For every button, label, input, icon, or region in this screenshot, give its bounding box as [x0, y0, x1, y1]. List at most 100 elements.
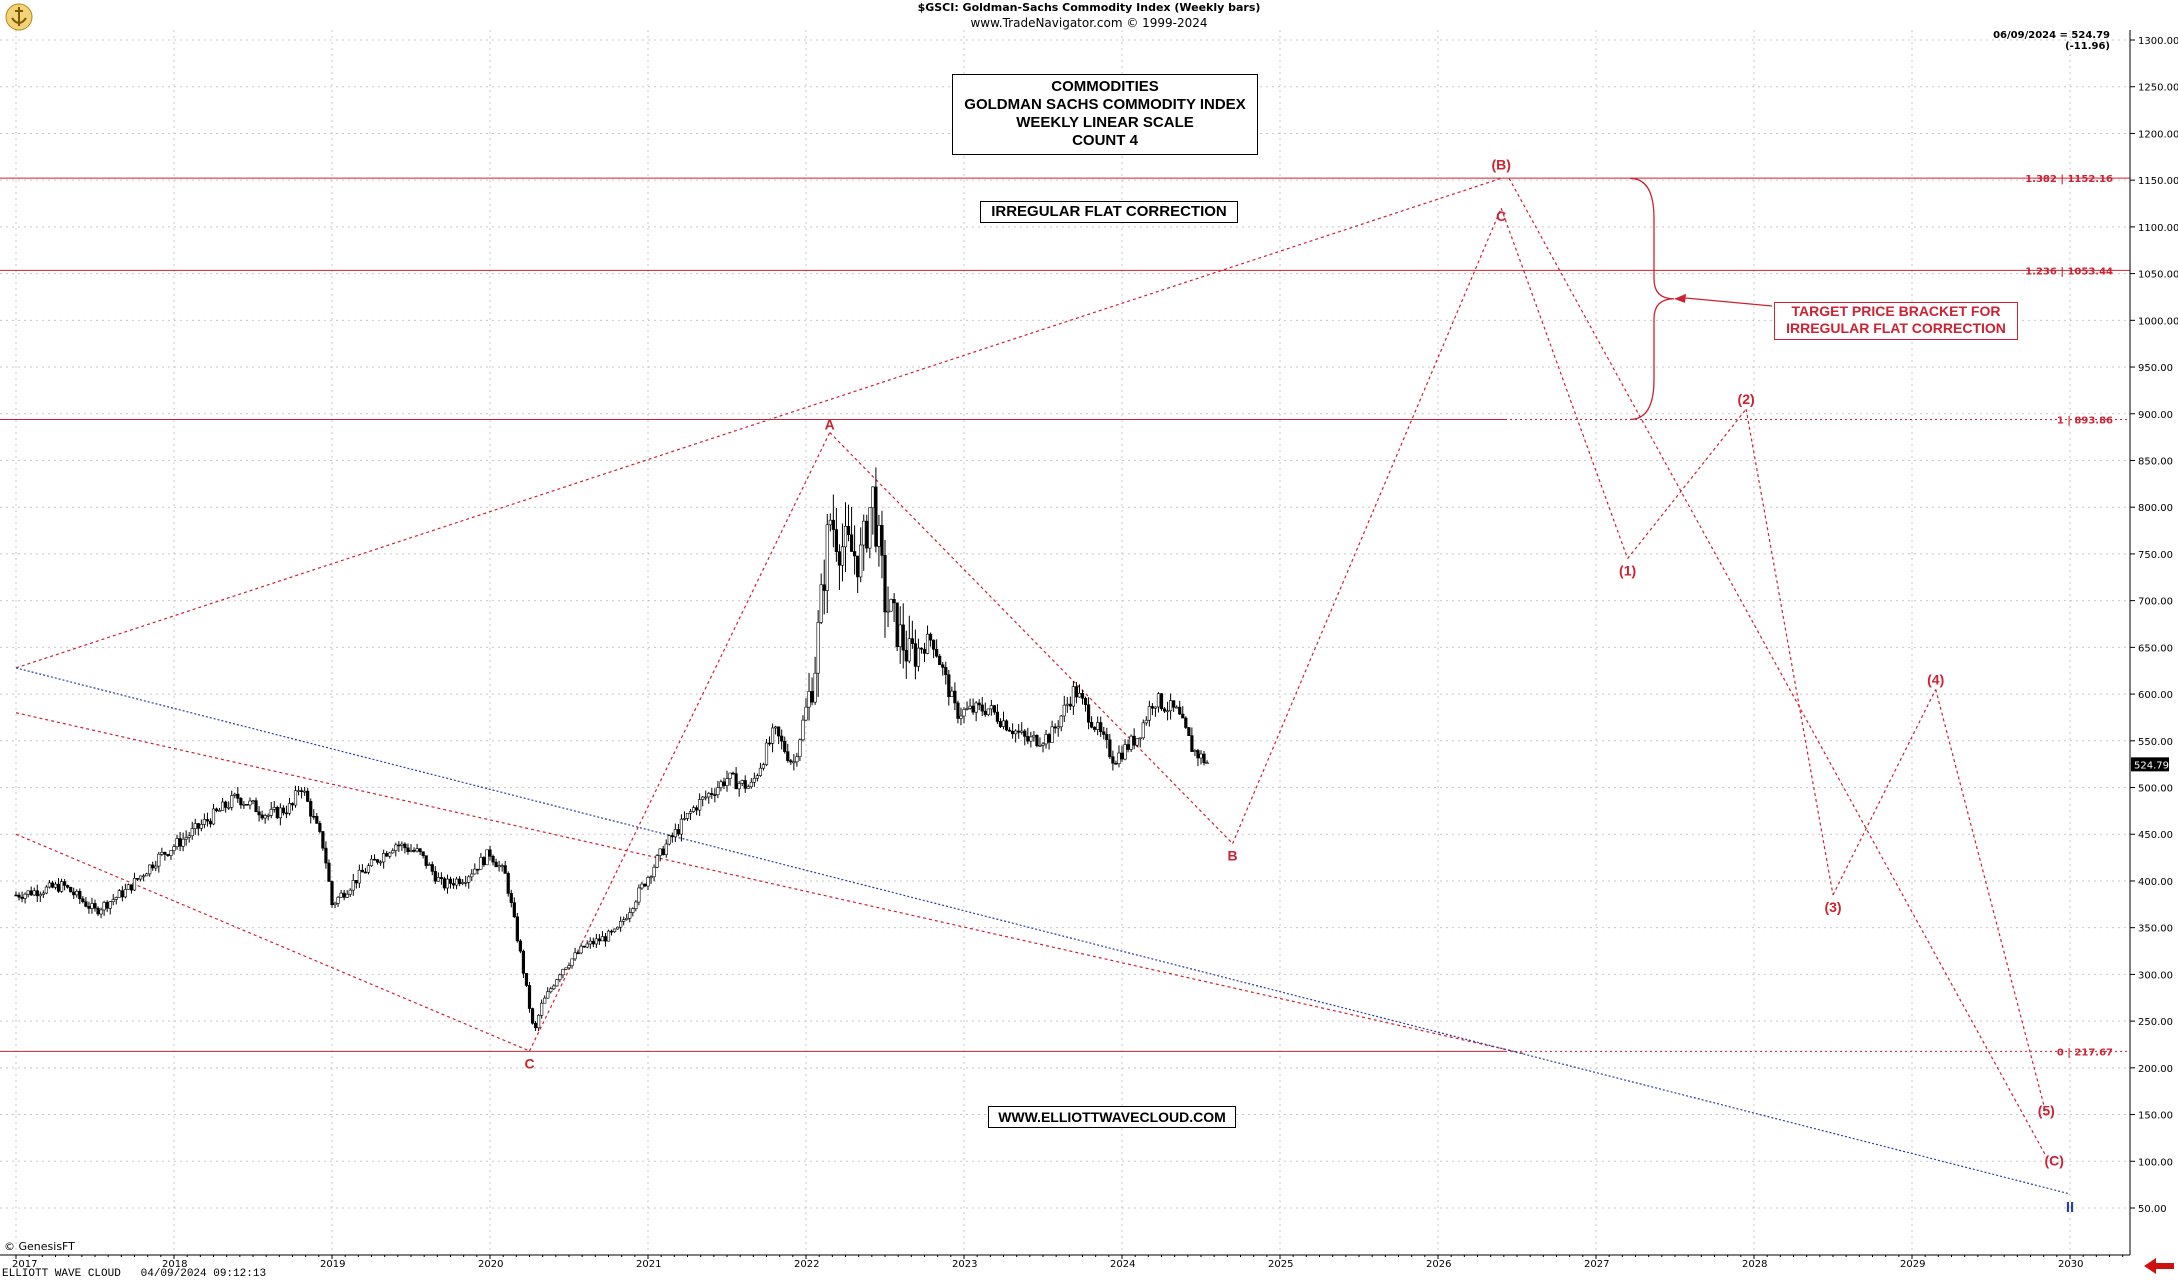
- candle-body: [540, 1002, 544, 1016]
- candle-body: [910, 638, 914, 644]
- candle-body: [1071, 686, 1075, 707]
- candle-body: [193, 823, 197, 829]
- wave-to-3: [1745, 408, 1834, 896]
- candle-body: [169, 850, 173, 856]
- candle-body: [801, 719, 805, 741]
- x-tick-label: 2017: [12, 1259, 37, 1270]
- candle-body: [1138, 737, 1142, 740]
- candle-body: [831, 519, 835, 530]
- candle-body: [388, 852, 392, 857]
- candle-body: [126, 884, 131, 890]
- candle-body: [53, 883, 58, 888]
- candle-body: [886, 610, 890, 613]
- candle-body: [1053, 726, 1057, 729]
- candle-body: [1132, 735, 1136, 746]
- candle-body: [865, 520, 869, 549]
- candle-body: [834, 529, 838, 552]
- x-tick-label: 2024: [1110, 1259, 1135, 1270]
- candle-body: [916, 647, 921, 667]
- candle-body: [880, 525, 884, 556]
- candle-body: [558, 974, 562, 980]
- website-label: WWW.ELLIOTTWAVECLOUD.COM: [988, 1106, 1236, 1128]
- candle-body: [625, 917, 629, 921]
- candle-body: [755, 775, 759, 779]
- candle-body: [114, 897, 118, 900]
- candle-body: [178, 838, 182, 847]
- candle-body: [281, 807, 285, 814]
- wave-a-to-b: [829, 432, 1234, 845]
- candle-body: [728, 772, 732, 779]
- candle-body: [907, 638, 911, 662]
- candle-body: [272, 807, 276, 810]
- candle-body: [685, 812, 690, 819]
- candle-body: [293, 790, 298, 806]
- candle-body: [594, 938, 598, 945]
- trendline-upper: [15, 177, 1502, 669]
- y-tick-label: 600.00: [2138, 690, 2173, 701]
- fib-level-label: 1.382 | 1152.16: [2025, 174, 2113, 185]
- candle-body: [369, 858, 374, 867]
- candle-body: [725, 778, 729, 786]
- candle-body: [1047, 734, 1051, 743]
- candle-body: [868, 507, 872, 549]
- wave-label: (B): [1491, 156, 1510, 172]
- wave-label: (4): [1927, 671, 1944, 687]
- candle-body: [1065, 703, 1069, 706]
- candle-body: [619, 920, 623, 928]
- candle-body: [761, 764, 766, 769]
- candle-body: [1175, 706, 1179, 709]
- candle-body: [901, 624, 905, 651]
- candle-body: [263, 815, 267, 819]
- candle-body: [306, 790, 310, 802]
- candle-body: [1011, 730, 1015, 735]
- candle-body: [290, 803, 295, 806]
- candle-body: [925, 633, 930, 654]
- candle-body: [567, 965, 571, 969]
- candle-body: [576, 952, 580, 955]
- candle-body: [856, 555, 860, 578]
- candle-body: [944, 667, 948, 676]
- candle-body: [1102, 731, 1106, 735]
- candle-body: [941, 664, 945, 668]
- candle-body: [397, 844, 401, 847]
- candle-body: [29, 890, 33, 896]
- candle-body: [221, 801, 225, 811]
- candle-body: [582, 945, 586, 948]
- candle-body: [1035, 734, 1039, 746]
- candle-body: [701, 796, 705, 800]
- candle-body: [348, 889, 352, 895]
- wave-projection: [15, 177, 2071, 1195]
- candle-body: [986, 708, 990, 715]
- candle-body: [600, 936, 605, 942]
- target-arrow-line: [1683, 297, 1773, 307]
- candle-body: [105, 902, 109, 909]
- wave-label: (3): [1824, 899, 1841, 915]
- candle-body: [351, 880, 355, 891]
- scroll-left-arrow-icon[interactable]: [2142, 1256, 2176, 1276]
- candle-body: [749, 781, 753, 788]
- candle-body: [63, 881, 67, 886]
- candle-body: [643, 883, 647, 887]
- candle-body: [23, 893, 27, 899]
- candle-body: [597, 938, 601, 942]
- candle-body: [843, 525, 848, 548]
- candle-body: [740, 780, 744, 784]
- candle-body: [473, 868, 477, 875]
- y-tick-label: 750.00: [2138, 550, 2173, 561]
- x-tick-label: 2019: [320, 1259, 345, 1270]
- candle-body: [1117, 752, 1121, 764]
- wave-label: (C): [2044, 1152, 2063, 1168]
- last-price-label: 524.79: [2134, 760, 2169, 771]
- candle-body: [533, 1022, 538, 1029]
- wave-c-to-a: [528, 432, 831, 1052]
- candle-body: [75, 890, 79, 896]
- candle-body: [439, 877, 443, 879]
- candle-body: [56, 883, 61, 892]
- candle-body: [777, 726, 781, 737]
- candle-body: [883, 555, 887, 613]
- candle-body: [853, 551, 857, 557]
- candle-body: [260, 814, 264, 819]
- candle-body: [485, 849, 489, 866]
- candle-body: [488, 849, 492, 857]
- candle-body: [758, 767, 763, 776]
